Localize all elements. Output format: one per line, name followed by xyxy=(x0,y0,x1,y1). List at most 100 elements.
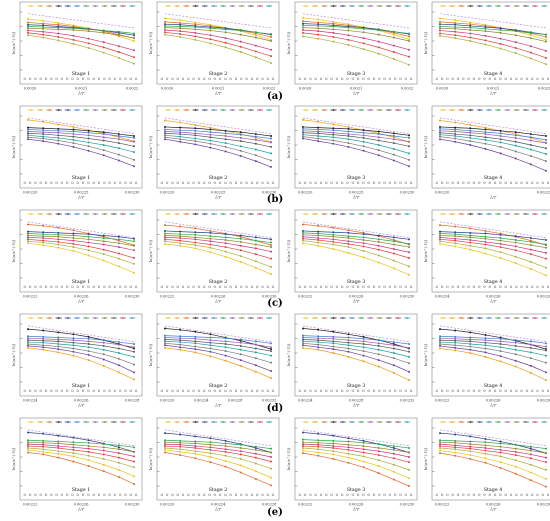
bottom-marker xyxy=(39,285,42,288)
bottom-marker xyxy=(383,389,386,392)
data-point xyxy=(254,370,257,373)
data-point xyxy=(102,131,105,134)
data-point xyxy=(347,440,350,443)
legend-marker xyxy=(497,109,500,111)
bottom-marker xyxy=(531,389,534,392)
bottom-marker xyxy=(457,285,460,288)
series-line xyxy=(27,445,135,462)
bottom-marker xyxy=(478,389,481,392)
legend-marker xyxy=(39,421,42,423)
data-point xyxy=(42,135,45,138)
data-point xyxy=(469,238,472,241)
data-point xyxy=(332,131,335,134)
data-point xyxy=(72,142,75,145)
data-point xyxy=(377,46,380,49)
data-point xyxy=(317,224,320,227)
bottom-marker xyxy=(23,77,26,80)
bottom-marker xyxy=(266,181,269,184)
data-point xyxy=(392,364,395,367)
data-point xyxy=(499,342,502,345)
data-point xyxy=(209,246,212,249)
data-point xyxy=(362,42,365,45)
bottom-marker xyxy=(171,493,174,496)
x-axis-label: 1/T xyxy=(490,403,497,408)
data-point xyxy=(224,250,227,253)
bottom-marker xyxy=(250,493,253,496)
bottom-marker xyxy=(97,77,100,80)
bottom-marker xyxy=(378,493,381,496)
legend-marker xyxy=(332,213,335,215)
data-point xyxy=(545,238,547,241)
data-point xyxy=(270,460,272,463)
legend-marker xyxy=(534,109,536,111)
data-point xyxy=(377,52,380,55)
data-point xyxy=(42,129,45,132)
series-line xyxy=(439,132,547,149)
bottom-marker xyxy=(234,77,237,80)
series-line xyxy=(164,29,272,51)
data-point xyxy=(209,146,212,149)
data-point xyxy=(347,26,350,29)
data-point xyxy=(164,448,166,451)
series-line xyxy=(439,134,547,155)
bottom-marker xyxy=(531,285,534,288)
data-point xyxy=(239,450,242,453)
data-point xyxy=(164,232,166,235)
data-point xyxy=(27,234,29,237)
data-point xyxy=(439,32,441,35)
bottom-marker xyxy=(462,181,465,184)
legend-marker xyxy=(112,421,115,423)
bottom-marker xyxy=(378,77,381,80)
data-point xyxy=(439,133,441,136)
data-point xyxy=(439,337,441,340)
bottom-marker xyxy=(197,285,200,288)
x-tick-label: 0.00230 xyxy=(125,503,141,507)
reference-curve xyxy=(164,325,272,343)
data-point xyxy=(469,227,472,230)
data-point xyxy=(209,437,212,440)
legend-marker xyxy=(406,421,409,423)
data-point xyxy=(332,240,335,243)
data-point xyxy=(439,232,441,235)
data-point xyxy=(332,434,335,437)
data-point xyxy=(270,62,272,65)
legend-marker xyxy=(112,109,115,111)
series-line xyxy=(164,233,272,243)
legend-marker xyxy=(351,213,353,215)
data-point xyxy=(484,240,487,243)
data-point xyxy=(484,444,487,447)
reference-curve xyxy=(164,13,272,29)
data-point xyxy=(484,26,487,29)
bottom-marker xyxy=(362,285,365,288)
legend-marker xyxy=(460,421,463,423)
data-point xyxy=(224,242,227,245)
bottom-marker xyxy=(525,181,528,184)
y-axis-label: ln(σ/ε^(-1)) xyxy=(286,135,291,158)
bottom-marker xyxy=(494,389,497,392)
bottom-marker xyxy=(192,493,195,496)
data-point xyxy=(254,456,257,459)
data-point xyxy=(469,36,472,39)
bottom-marker xyxy=(50,389,53,392)
data-point xyxy=(514,262,517,265)
bottom-marker xyxy=(367,493,370,496)
data-point xyxy=(194,31,197,34)
data-point xyxy=(194,351,197,354)
series-line xyxy=(302,342,410,364)
data-point xyxy=(362,145,365,148)
bottom-marker xyxy=(541,493,544,496)
data-point xyxy=(439,439,441,442)
stage-label: Stage 2 xyxy=(209,487,228,493)
data-point xyxy=(239,344,242,347)
y-axis-label: ln(σ/ε^(-1)) xyxy=(11,239,16,262)
bottom-marker xyxy=(462,389,465,392)
data-point xyxy=(133,37,135,40)
series-line xyxy=(439,452,547,487)
bottom-marker xyxy=(224,389,227,392)
bottom-marker xyxy=(547,493,550,496)
data-point xyxy=(362,466,365,469)
bottom-marker xyxy=(203,389,206,392)
data-point xyxy=(332,345,335,348)
data-point xyxy=(117,142,120,145)
